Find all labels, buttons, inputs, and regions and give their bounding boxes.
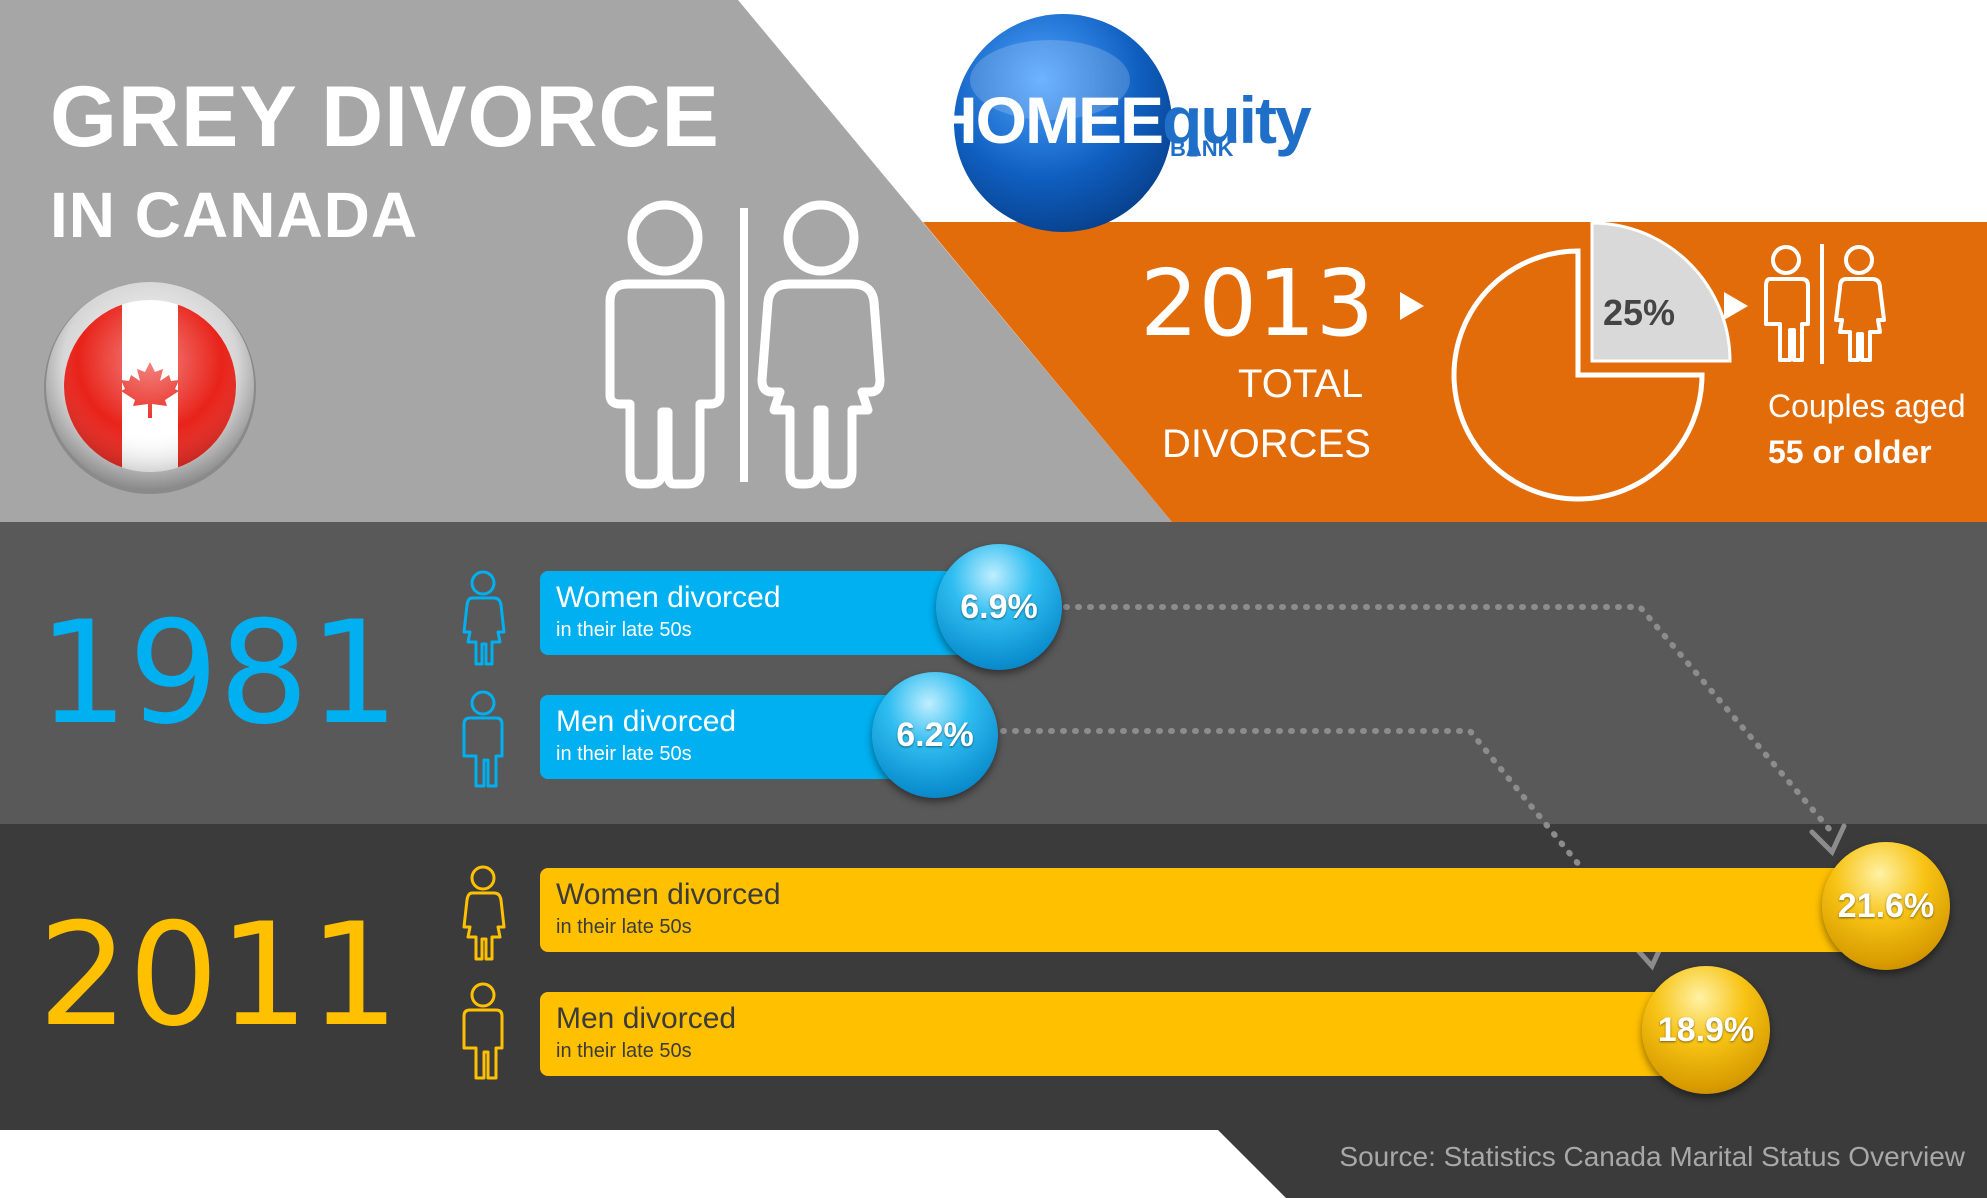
value-label: 18.9% [1657,1010,1755,1049]
bar-2011-women: Women divorced in their late 50s [540,868,1870,952]
woman-icon [462,570,506,666]
page-subtitle: IN CANADA [50,179,419,251]
bar-sub-label: in their late 50s [556,1040,692,1062]
value-bubble-1981-men: 6.2% [872,672,998,798]
triangle-right-icon [1400,292,1424,320]
bar-main-label: Women divorced [556,878,781,911]
couples-label-line1: Couples aged [1768,388,1966,424]
bar-1981-men: Men divorced in their late 50s [540,695,920,779]
page-title: GREY DIVORCE [50,69,720,165]
source-credit: Source: Statistics Canada Marital Status… [1339,1141,1965,1172]
total-divorces-year: 2013 [1140,250,1375,357]
bar-main-label: Men divorced [556,1002,737,1035]
bar-sub-label: in their late 50s [556,916,692,938]
bar-text: Men divorced in their late 50s [556,1000,736,1064]
total-label-line2: DIVORCES [1162,422,1371,466]
woman-icon [462,865,506,961]
couples-label-line2: 55 or older [1768,434,1932,470]
brand-wordmark: HOMEEquity [930,82,1312,158]
man-icon [462,690,504,788]
bar-sub-label: in their late 50s [556,619,692,641]
man-icon [605,200,725,489]
year-2011-label: 2011 [38,893,400,1058]
value-bubble-2011-men: 18.9% [1642,966,1770,1094]
value-label: 21.6% [1837,886,1935,925]
value-label: 6.2% [896,715,974,754]
bar-text: Women divorced in their late 50s [556,579,781,643]
year-1981-label: 1981 [38,591,400,756]
pie-percent-label: 25% [1603,292,1676,333]
connector-women [1063,604,1833,833]
homequity-logo [954,14,1172,232]
pie-chart-icon [1451,221,1732,502]
pie-slice-highlight [1590,221,1732,363]
value-label: 6.9% [960,587,1038,626]
couple-icon [1764,244,1886,364]
total-label-line1: TOTAL [1238,362,1364,406]
value-bubble-1981-women: 6.9% [936,544,1062,670]
canada-flag-icon [44,282,256,494]
brand-bank-text: BANK [1170,136,1234,161]
man-icon [462,982,504,1080]
brand-equity-text: quity [1162,83,1312,157]
value-bubble-2011-women: 21.6% [1822,842,1950,970]
triangle-right-icon [1724,292,1748,320]
bar-main-label: Men divorced [556,705,737,738]
pie-slice-rest [1451,248,1705,502]
woman-icon [757,200,885,489]
bar-2011-men: Men divorced in their late 50s [540,992,1690,1076]
source-footer-panel [1218,1130,1987,1198]
bar-text: Men divorced in their late 50s [556,703,736,767]
bar-1981-women: Women divorced in their late 50s [540,571,976,655]
brand-e-letter: E [1120,83,1164,157]
bar-text: Women divorced in their late 50s [556,876,781,940]
arrow-down-icon [1809,823,1847,857]
bar-sub-label: in their late 50s [556,743,692,765]
bar-main-label: Women divorced [556,581,781,614]
brand-home-text: HOME [930,83,1122,157]
